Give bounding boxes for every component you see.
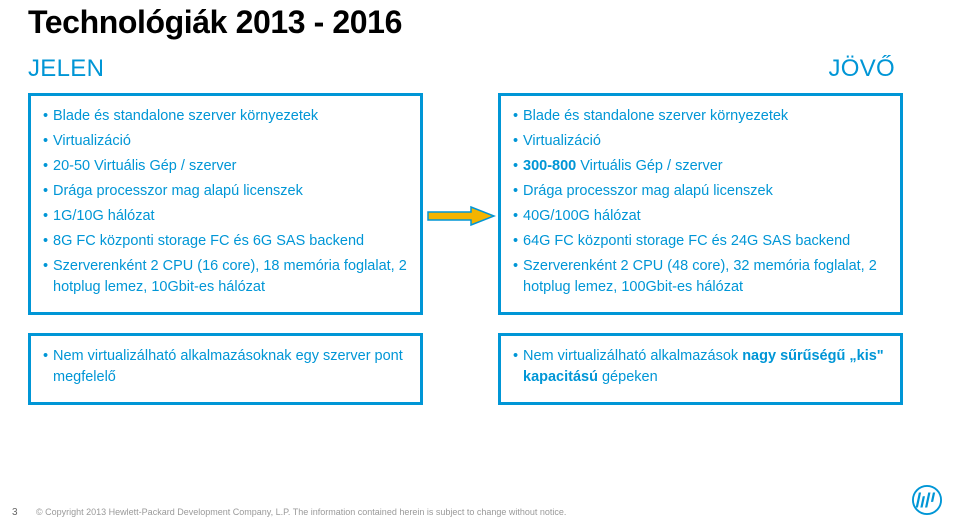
list-item: Nem virtualizálható alkalmazásoknak egy … bbox=[43, 346, 408, 388]
list-item: Nem virtualizálható alkalmazások nagy sű… bbox=[513, 346, 888, 388]
present-list: Blade és standalone szerver környezetek … bbox=[43, 106, 408, 298]
column-middle bbox=[423, 55, 498, 227]
list-item: Blade és standalone szerver környezetek bbox=[43, 106, 408, 127]
future-card-secondary: Nem virtualizálható alkalmazások nagy sű… bbox=[498, 333, 903, 405]
arrow-icon bbox=[426, 205, 496, 227]
future-list-2: Nem virtualizálható alkalmazások nagy sű… bbox=[513, 346, 888, 388]
hp-logo-icon bbox=[912, 485, 942, 515]
list-item: Szerverenként 2 CPU (48 core), 32 memóri… bbox=[513, 256, 888, 298]
future-list: Blade és standalone szerver környezetek … bbox=[513, 106, 888, 298]
column-left: JELEN Blade és standalone szerver környe… bbox=[28, 55, 423, 405]
heading-present: JELEN bbox=[28, 55, 423, 83]
text-part: Nem virtualizálható alkalmazások bbox=[523, 348, 742, 364]
list-item: Drága processzor mag alapú licenszek bbox=[43, 181, 408, 202]
text-part: gépeken bbox=[598, 369, 658, 385]
list-item: 64G FC központi storage FC és 24G SAS ba… bbox=[513, 231, 888, 252]
slide: Technológiák 2013 - 2016 JELEN Blade és … bbox=[0, 0, 960, 523]
present-card-main: Blade és standalone szerver környezetek … bbox=[28, 93, 423, 315]
logo-mark bbox=[916, 493, 936, 508]
list-item: 8G FC központi storage FC és 6G SAS back… bbox=[43, 231, 408, 252]
arrow-shape bbox=[428, 207, 494, 225]
emphasis-rest: Virtuális Gép / szerver bbox=[576, 158, 722, 174]
list-item: 300-800 Virtuális Gép / szerver bbox=[513, 156, 888, 177]
columns: JELEN Blade és standalone szerver környe… bbox=[28, 55, 932, 405]
list-item: Virtualizáció bbox=[43, 131, 408, 152]
copyright-text: © Copyright 2013 Hewlett-Packard Develop… bbox=[36, 507, 948, 517]
list-item: Blade és standalone szerver környezetek bbox=[513, 106, 888, 127]
future-card-main: Blade és standalone szerver környezetek … bbox=[498, 93, 903, 315]
list-item: Szerverenként 2 CPU (16 core), 18 memóri… bbox=[43, 256, 408, 298]
list-item: Drága processzor mag alapú licenszek bbox=[513, 181, 888, 202]
list-item: 20-50 Virtuális Gép / szerver bbox=[43, 156, 408, 177]
emphasis-text: 300-800 bbox=[523, 158, 576, 174]
list-item: Virtualizáció bbox=[513, 131, 888, 152]
footer: 3 © Copyright 2013 Hewlett-Packard Devel… bbox=[0, 501, 960, 523]
present-list-2: Nem virtualizálható alkalmazásoknak egy … bbox=[43, 346, 408, 388]
list-item: 1G/10G hálózat bbox=[43, 206, 408, 227]
emphasis-text: nagy sűrűségű bbox=[742, 348, 845, 364]
page-number: 3 bbox=[12, 507, 36, 518]
list-item: 40G/100G hálózat bbox=[513, 206, 888, 227]
heading-future: JÖVŐ bbox=[498, 55, 903, 83]
present-card-secondary: Nem virtualizálható alkalmazásoknak egy … bbox=[28, 333, 423, 405]
column-right: JÖVŐ Blade és standalone szerver környez… bbox=[498, 55, 903, 405]
slide-title: Technológiák 2013 - 2016 bbox=[28, 4, 932, 41]
